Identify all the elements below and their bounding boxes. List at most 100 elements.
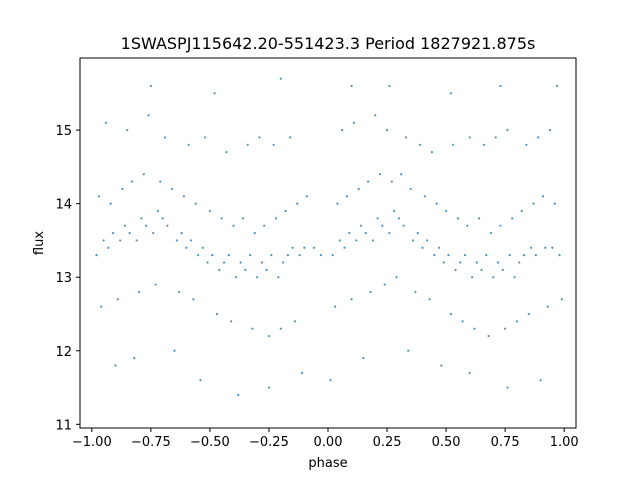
data-point: [267, 334, 271, 338]
data-point: [152, 231, 155, 235]
data-point: [350, 298, 353, 301]
data-point: [154, 283, 157, 286]
data-point: [206, 261, 209, 264]
data-point: [513, 276, 516, 279]
data-point: [419, 143, 422, 146]
data-point: [142, 173, 145, 176]
data-point: [282, 261, 285, 264]
data-point: [393, 209, 396, 213]
data-point: [400, 173, 403, 176]
data-point: [369, 290, 372, 294]
data-point: [284, 209, 287, 213]
data-point: [397, 217, 400, 220]
data-point: [119, 239, 122, 242]
data-point: [197, 254, 200, 257]
data-point: [376, 217, 379, 220]
data-point: [522, 254, 526, 257]
data-point: [272, 143, 275, 146]
data-point: [359, 224, 363, 227]
data-point: [319, 254, 323, 257]
data-point: [171, 187, 174, 191]
x-tick-label: −0.25: [249, 435, 289, 450]
data-point: [478, 217, 481, 220]
data-point: [312, 246, 315, 249]
data-point: [515, 320, 519, 323]
data-point: [199, 379, 202, 382]
data-point: [333, 305, 337, 308]
data-point: [303, 246, 306, 249]
data-point: [279, 327, 282, 330]
data-point: [95, 254, 98, 257]
data-point: [485, 254, 488, 257]
data-point: [487, 334, 490, 338]
data-point: [215, 312, 219, 316]
chart-title: 1SWASPJ115642.20-551423.3 Period 1827921…: [121, 34, 536, 53]
data-point: [489, 231, 493, 235]
data-point: [232, 224, 235, 227]
data-point: [114, 364, 117, 367]
data-point: [111, 231, 115, 235]
data-point: [480, 268, 483, 271]
y-tick-label: 11: [55, 418, 72, 433]
data-point: [475, 261, 478, 264]
data-point: [374, 114, 377, 117]
data-point: [293, 320, 297, 323]
data-point: [258, 136, 261, 139]
data-point: [388, 231, 391, 235]
data-point: [133, 357, 136, 360]
data-point: [121, 187, 124, 191]
data-point: [185, 246, 188, 249]
data-point: [135, 239, 138, 242]
data-point: [362, 357, 365, 360]
data-point: [430, 151, 434, 154]
data-point: [345, 195, 348, 198]
data-point: [246, 143, 249, 146]
data-point: [499, 224, 502, 227]
data-point: [442, 261, 445, 264]
y-tick-label: 15: [55, 124, 72, 139]
data-point: [352, 121, 356, 124]
data-point: [218, 268, 221, 271]
data-point: [211, 254, 214, 257]
data-point: [466, 224, 469, 227]
data-point: [130, 180, 134, 183]
data-point: [274, 217, 278, 220]
x-tick-label: −1.00: [72, 435, 112, 450]
y-tick-label: 13: [55, 271, 72, 286]
data-point: [437, 246, 441, 249]
data-point: [329, 379, 332, 382]
x-tick-label: 0.75: [491, 435, 520, 450]
data-point: [348, 231, 351, 235]
data-point: [525, 143, 528, 146]
data-point: [381, 224, 384, 227]
data-point: [213, 92, 216, 95]
data-point: [270, 254, 273, 257]
data-point: [504, 327, 507, 330]
data-point: [256, 276, 259, 279]
data-point: [265, 268, 268, 271]
data-point: [364, 231, 367, 235]
data-point: [544, 246, 547, 249]
x-tick-label: 0.25: [373, 435, 402, 450]
data-point: [97, 195, 100, 198]
data-point: [395, 276, 398, 279]
data-point: [208, 209, 211, 213]
data-point: [383, 283, 386, 286]
data-point: [227, 254, 230, 257]
data-point: [163, 136, 167, 139]
data-point: [534, 254, 537, 257]
data-point: [263, 224, 266, 227]
data-point: [156, 209, 160, 213]
data-point: [492, 276, 495, 279]
data-point: [449, 312, 452, 316]
data-point: [402, 224, 405, 227]
data-point: [220, 217, 223, 220]
data-point: [149, 84, 152, 88]
data-point: [416, 231, 419, 235]
x-tick-label: 1.00: [550, 435, 579, 450]
data-point: [421, 246, 424, 249]
data-point: [532, 202, 535, 205]
data-point: [331, 254, 334, 257]
data-point: [468, 371, 471, 374]
data-point: [289, 136, 292, 139]
